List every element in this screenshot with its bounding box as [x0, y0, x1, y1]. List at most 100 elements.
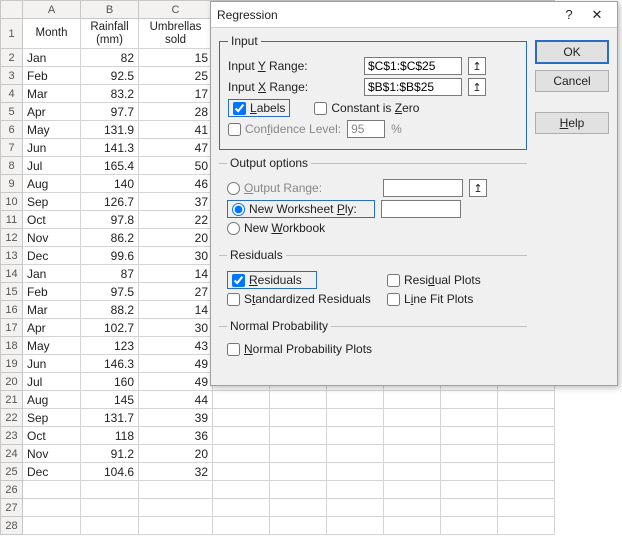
cell[interactable]	[327, 499, 384, 517]
cell[interactable]: 25	[139, 67, 213, 85]
close-icon[interactable]: ✕	[583, 4, 611, 26]
std-resid-checkbox[interactable]	[227, 293, 240, 306]
cell[interactable]	[441, 499, 498, 517]
cell[interactable]	[213, 517, 270, 535]
cell[interactable]	[213, 391, 270, 409]
cell[interactable]: Dec	[23, 463, 81, 481]
cell[interactable]: 140	[81, 175, 139, 193]
cell[interactable]: 22	[139, 211, 213, 229]
cell[interactable]: 39	[139, 409, 213, 427]
cell[interactable]: 20	[139, 229, 213, 247]
cell[interactable]	[23, 481, 81, 499]
row-header[interactable]: 7	[1, 139, 23, 157]
cell[interactable]	[441, 517, 498, 535]
row-header[interactable]: 26	[1, 481, 23, 499]
cell[interactable]: Oct	[23, 427, 81, 445]
cell[interactable]: Umbrellassold	[139, 19, 213, 49]
cell[interactable]: Nov	[23, 445, 81, 463]
row-header[interactable]: 14	[1, 265, 23, 283]
cell[interactable]: 97.8	[81, 211, 139, 229]
row-header[interactable]: 11	[1, 211, 23, 229]
row-header[interactable]: 1	[1, 19, 23, 49]
cell[interactable]: 141.3	[81, 139, 139, 157]
cell[interactable]: 92.5	[81, 67, 139, 85]
cell[interactable]	[327, 391, 384, 409]
cell[interactable]	[327, 409, 384, 427]
cell[interactable]	[441, 427, 498, 445]
cell[interactable]: 50	[139, 157, 213, 175]
cancel-button[interactable]: Cancel	[535, 70, 609, 92]
cell[interactable]: Jun	[23, 139, 81, 157]
cell[interactable]: Jul	[23, 373, 81, 391]
cell[interactable]: 30	[139, 247, 213, 265]
row-header[interactable]: 9	[1, 175, 23, 193]
column-header[interactable]: C	[139, 1, 213, 19]
cell[interactable]: Nov	[23, 229, 81, 247]
row-header[interactable]: 2	[1, 49, 23, 67]
cell[interactable]	[270, 481, 327, 499]
cell[interactable]: 82	[81, 49, 139, 67]
cell[interactable]: 123	[81, 337, 139, 355]
row-header[interactable]: 12	[1, 229, 23, 247]
new-workbook-radio[interactable]	[227, 222, 240, 235]
cell[interactable]	[23, 517, 81, 535]
cell[interactable]	[384, 463, 441, 481]
cell[interactable]: 160	[81, 373, 139, 391]
cell[interactable]	[498, 499, 555, 517]
cell[interactable]	[213, 445, 270, 463]
conf-level-checkbox[interactable]	[228, 123, 241, 136]
cell[interactable]	[384, 409, 441, 427]
column-header[interactable]: A	[23, 1, 81, 19]
cell[interactable]: Dec	[23, 247, 81, 265]
cell[interactable]: Aug	[23, 391, 81, 409]
cell[interactable]	[213, 463, 270, 481]
constant-zero-checkbox[interactable]	[314, 102, 327, 115]
cell[interactable]: Feb	[23, 283, 81, 301]
range-picker-icon[interactable]: ↥	[468, 57, 486, 75]
cell[interactable]	[498, 517, 555, 535]
help-icon[interactable]: ?	[555, 4, 583, 26]
cell[interactable]	[327, 481, 384, 499]
column-header[interactable]: B	[81, 1, 139, 19]
cell[interactable]	[213, 409, 270, 427]
cell[interactable]	[270, 499, 327, 517]
cell[interactable]	[384, 499, 441, 517]
cell[interactable]	[498, 427, 555, 445]
cell[interactable]	[498, 445, 555, 463]
cell[interactable]	[384, 427, 441, 445]
cell[interactable]: Sep	[23, 193, 81, 211]
cell[interactable]: May	[23, 121, 81, 139]
cell[interactable]: 97.7	[81, 103, 139, 121]
cell[interactable]: 15	[139, 49, 213, 67]
cell[interactable]: Feb	[23, 67, 81, 85]
cell[interactable]: 28	[139, 103, 213, 121]
cell[interactable]: 146.3	[81, 355, 139, 373]
cell[interactable]: Aug	[23, 175, 81, 193]
linefit-checkbox[interactable]	[387, 293, 400, 306]
cell[interactable]: 17	[139, 85, 213, 103]
cell[interactable]	[213, 499, 270, 517]
cell[interactable]	[441, 445, 498, 463]
cell[interactable]: 49	[139, 373, 213, 391]
new-worksheet-input[interactable]	[381, 200, 461, 218]
cell[interactable]: Jan	[23, 49, 81, 67]
cell[interactable]: 91.2	[81, 445, 139, 463]
cell[interactable]	[441, 463, 498, 481]
row-header[interactable]: 4	[1, 85, 23, 103]
cell[interactable]: Jan	[23, 265, 81, 283]
range-picker-icon[interactable]: ↥	[469, 179, 487, 197]
cell[interactable]: 36	[139, 427, 213, 445]
cell[interactable]	[270, 517, 327, 535]
cell[interactable]	[270, 409, 327, 427]
cell[interactable]: Apr	[23, 103, 81, 121]
cell[interactable]: 131.9	[81, 121, 139, 139]
row-header[interactable]: 19	[1, 355, 23, 373]
cell[interactable]	[498, 391, 555, 409]
cell[interactable]	[498, 409, 555, 427]
cell[interactable]	[270, 427, 327, 445]
cell[interactable]	[327, 427, 384, 445]
cell[interactable]: 46	[139, 175, 213, 193]
cell[interactable]	[441, 409, 498, 427]
cell[interactable]: 126.7	[81, 193, 139, 211]
row-header[interactable]: 18	[1, 337, 23, 355]
